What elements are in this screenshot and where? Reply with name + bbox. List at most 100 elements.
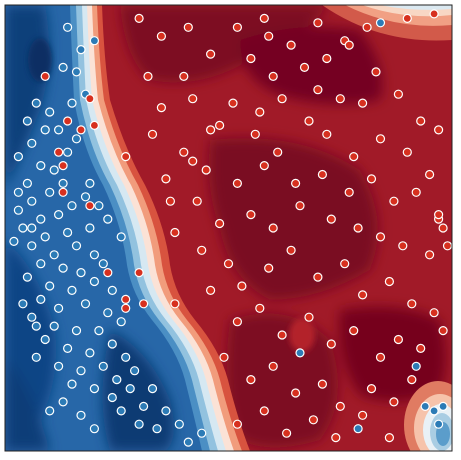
data-point-class_a-41 bbox=[116, 317, 126, 327]
data-point-class_b-83 bbox=[286, 245, 296, 255]
dark-red-zone-lower-right bbox=[339, 306, 446, 402]
data-point-class_a-64 bbox=[183, 437, 193, 447]
data-point-class_a-54 bbox=[130, 366, 140, 376]
data-point-class_b-16 bbox=[134, 13, 144, 23]
scatter-points bbox=[9, 9, 452, 447]
data-point-class_b-90 bbox=[206, 285, 216, 295]
data-point-class_a-39 bbox=[71, 326, 82, 336]
data-point-class_b-20 bbox=[259, 13, 269, 23]
data-point-class_b-73 bbox=[326, 214, 336, 224]
data-point-class_a-60 bbox=[134, 419, 144, 429]
data-point-class_a-17 bbox=[40, 232, 50, 242]
data-point-class_a-8 bbox=[36, 161, 46, 171]
data-point-class_a-75 bbox=[85, 178, 95, 188]
data-point-class_b-96 bbox=[349, 326, 359, 336]
data-point-class_b-79 bbox=[197, 245, 207, 255]
data-point-class_a-55 bbox=[107, 392, 117, 403]
data-point-class_b-118 bbox=[206, 125, 216, 135]
data-point-class_a-51 bbox=[67, 379, 77, 389]
data-point-class_b-106 bbox=[335, 401, 345, 411]
data-point-class_b-12 bbox=[121, 294, 131, 304]
data-point-class_b-54 bbox=[425, 169, 435, 180]
data-point-class_b-67 bbox=[161, 174, 171, 184]
data-point-class_b-39 bbox=[335, 94, 345, 104]
data-point-class_b-52 bbox=[375, 134, 386, 144]
data-point-class_a-49 bbox=[98, 361, 108, 371]
data-point-class_a-23 bbox=[89, 250, 100, 260]
data-point-class_b-25 bbox=[402, 13, 412, 23]
data-point-class_a-20 bbox=[49, 250, 59, 260]
data-point-class_b-45 bbox=[188, 94, 198, 104]
data-point-class_a-72 bbox=[71, 134, 82, 144]
data-point-class_a-24 bbox=[36, 259, 46, 269]
data-point-class_b-71 bbox=[268, 223, 278, 233]
data-point-class_b-65 bbox=[411, 187, 421, 197]
data-point-class_b-57 bbox=[201, 165, 211, 175]
data-point-class_b-87 bbox=[384, 276, 394, 287]
data-point-class_a-66 bbox=[27, 223, 37, 233]
data-point-class_a-34 bbox=[53, 303, 64, 313]
data-point-class_a-69 bbox=[80, 192, 91, 202]
data-point-class_a-28 bbox=[22, 272, 32, 282]
data-point-class_a-38 bbox=[49, 321, 59, 331]
data-point-class_a-19 bbox=[27, 241, 37, 251]
data-point-class_b-74 bbox=[353, 223, 363, 233]
data-point-class_b-84 bbox=[313, 272, 323, 282]
data-point-class_b-32 bbox=[143, 71, 153, 82]
data-point-class_a-1 bbox=[76, 44, 86, 55]
data-point-class_a-53 bbox=[112, 375, 122, 385]
data-point-class_a-9 bbox=[22, 178, 32, 188]
data-point-class_a-77 bbox=[103, 214, 113, 224]
data-point-class_b-85 bbox=[340, 259, 350, 269]
data-point-class_b-27 bbox=[246, 53, 256, 64]
data-point-class_b-17 bbox=[156, 31, 166, 41]
data-point-class_b-119 bbox=[165, 196, 175, 206]
data-point-class_b-109 bbox=[407, 375, 417, 385]
data-point-class_a-82 bbox=[45, 406, 55, 416]
data-point-class_a-63 bbox=[174, 419, 184, 429]
data-point-class_a-3 bbox=[31, 98, 41, 108]
data-point-class_a-32 bbox=[107, 285, 117, 295]
data-point-class_b-48 bbox=[273, 147, 283, 157]
data-point-class_b-18 bbox=[183, 22, 193, 32]
data-point-class_a-62 bbox=[161, 406, 171, 416]
data-point-class_b-62 bbox=[344, 187, 354, 197]
data-point-class_a-43 bbox=[62, 343, 73, 353]
data-point-class_a-2 bbox=[89, 36, 100, 46]
data-point-class_b-21 bbox=[286, 40, 296, 50]
data-point-class_b-100 bbox=[438, 326, 448, 336]
data-point-class_b-122 bbox=[434, 210, 444, 220]
left-negative-region bbox=[5, 5, 250, 451]
data-point-class_a-50 bbox=[121, 352, 131, 362]
data-point-class_b-22 bbox=[313, 18, 323, 28]
data-point-class_b-69 bbox=[215, 218, 225, 229]
data-point-class_a-90 bbox=[295, 348, 305, 358]
data-point-class_b-78 bbox=[170, 227, 180, 238]
data-point-class_a-78 bbox=[116, 232, 126, 242]
data-point-class_b-36 bbox=[255, 107, 265, 117]
local-low-blob bbox=[28, 38, 52, 82]
data-point-class_b-0 bbox=[40, 71, 50, 82]
data-point-class_b-89 bbox=[429, 308, 439, 318]
data-point-class_b-44 bbox=[156, 102, 166, 113]
data-point-class_b-5 bbox=[121, 152, 131, 162]
data-point-class_b-11 bbox=[134, 268, 144, 278]
data-point-class_b-34 bbox=[206, 49, 216, 59]
data-point-class_a-73 bbox=[53, 125, 64, 135]
data-point-class_b-10 bbox=[103, 268, 113, 278]
data-point-class_b-124 bbox=[322, 53, 332, 64]
data-point-class_b-101 bbox=[219, 352, 229, 362]
data-point-class_a-68 bbox=[67, 201, 77, 211]
data-point-class_b-46 bbox=[215, 120, 225, 131]
data-point-class_b-6 bbox=[53, 147, 64, 157]
data-point-class_b-105 bbox=[317, 379, 327, 389]
dark-blue-zone-corner bbox=[5, 360, 50, 451]
data-point-class_a-42 bbox=[40, 334, 50, 345]
data-point-class_a-13 bbox=[13, 205, 23, 215]
dark-blue-zone-lower bbox=[102, 330, 174, 451]
data-point-class_a-22 bbox=[85, 223, 95, 233]
data-point-class_b-110 bbox=[232, 419, 242, 429]
data-point-class_a-94 bbox=[438, 401, 448, 411]
data-point-class_a-26 bbox=[76, 268, 86, 278]
